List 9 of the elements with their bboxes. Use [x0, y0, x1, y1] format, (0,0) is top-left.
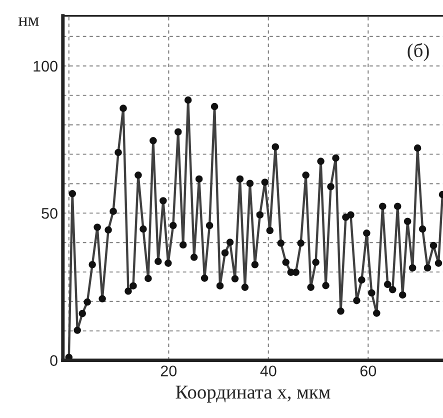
annotation: (б)	[408, 43, 429, 62]
y-axis-title: нм	[18, 18, 39, 26]
x-tick-label: 20	[160, 366, 177, 376]
x-tick-label: 60	[360, 366, 376, 376]
x-axis-title: Координата x, мкм	[176, 386, 330, 403]
y-tick-label: 0	[50, 355, 58, 366]
y-tick-label: 100	[34, 60, 58, 72]
y-tick-label: 50	[42, 208, 58, 219]
x-tick-label: 40	[260, 366, 276, 376]
